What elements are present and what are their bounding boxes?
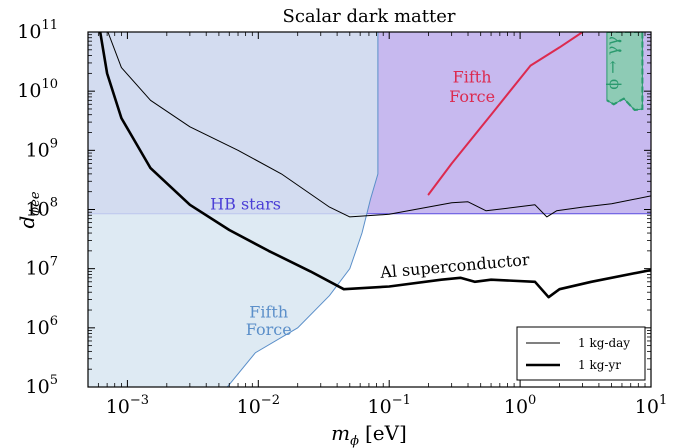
regions-layer <box>88 32 651 387</box>
annotation-hb-stars-0: HB stars <box>210 195 281 214</box>
y-tick-label: 107 <box>26 255 58 280</box>
x-tick-label: 101 <box>635 393 667 418</box>
series-line-1-kg-yr <box>98 32 651 299</box>
annotation-fifth-1: Fifth <box>249 302 288 321</box>
x-tick-label: 10−2 <box>237 393 280 418</box>
region-fifth-force-lab <box>88 32 379 387</box>
legend-box <box>516 326 646 381</box>
x-tick-label: 10−3 <box>106 393 149 418</box>
annotation-force-4: Force <box>449 87 495 106</box>
legend: 1 kg-day 1 kg-yr <box>516 326 646 381</box>
annotation-force-2: Force <box>246 320 292 339</box>
y-tick-label: 1010 <box>17 77 58 102</box>
x-tick-label: 100 <box>504 393 536 418</box>
series-line-fifth-force-astro <box>427 32 584 196</box>
series-layer <box>98 32 651 299</box>
y-axis-label: dϕee <box>15 191 43 228</box>
legend-label-1-kg-day: 1 kg-day <box>578 336 630 350</box>
x-axis-label: mϕ [eV] <box>331 421 407 448</box>
y-tick-label: 106 <box>26 314 58 339</box>
y-tick-label: 1011 <box>17 18 58 43</box>
annotation-fifth-3: Fifth <box>453 68 492 87</box>
chart-title: Scalar dark matter <box>283 6 456 27</box>
series-line-1-kg-day <box>107 32 651 218</box>
region-border-ultralight-dm <box>606 32 644 112</box>
legend-label-1-kg-yr: 1 kg-yr <box>578 358 621 372</box>
x-tick-label: 10−1 <box>368 393 411 418</box>
y-tick-label: 109 <box>26 136 58 161</box>
annotation--6: ϕ → γγ <box>603 36 622 90</box>
y-tick-label: 105 <box>26 373 58 398</box>
